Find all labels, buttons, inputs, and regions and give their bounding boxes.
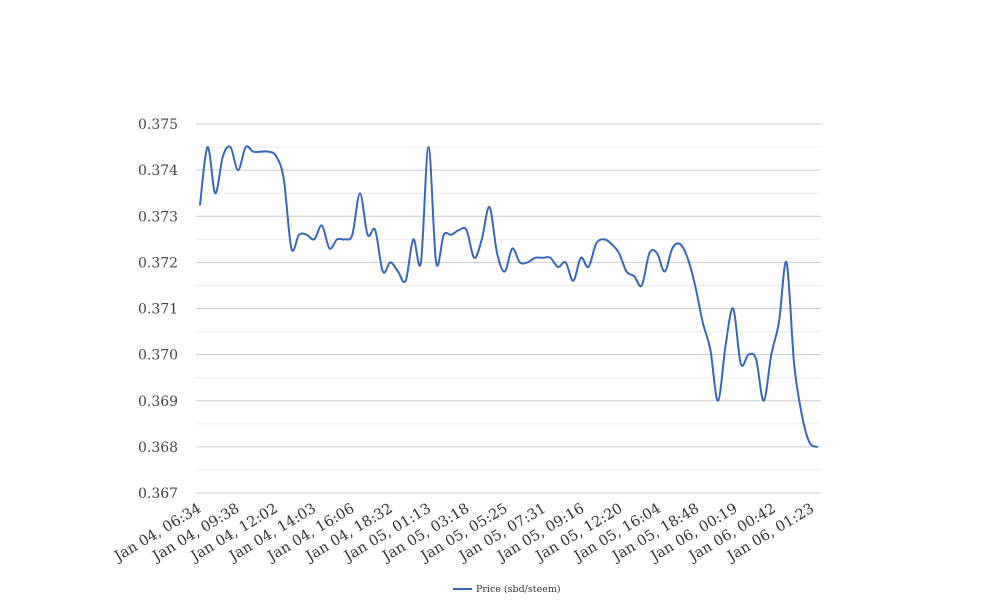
y-tick-label: 0.370 [138, 348, 178, 364]
y-tick-label: 0.374 [138, 163, 178, 179]
y-tick-label: 0.372 [138, 255, 178, 271]
y-tick-label: 0.371 [138, 302, 178, 318]
y-tick-label: 0.373 [138, 209, 178, 225]
grid-lines [196, 123, 821, 494]
y-tick-label: 0.375 [138, 117, 178, 133]
legend-label: Price (sbd/steem) [476, 584, 561, 595]
y-tick-label: 0.368 [138, 440, 178, 456]
y-axis-tick-labels: 0.367 0.368 0.369 0.370 0.371 0.372 0.373 0.374… [138, 117, 178, 502]
y-tick-label: 0.367 [138, 486, 178, 502]
series-line-price [199, 145, 818, 448]
y-tick-label: 0.369 [138, 394, 178, 410]
legend: Price (sbd/steem) [453, 584, 561, 595]
